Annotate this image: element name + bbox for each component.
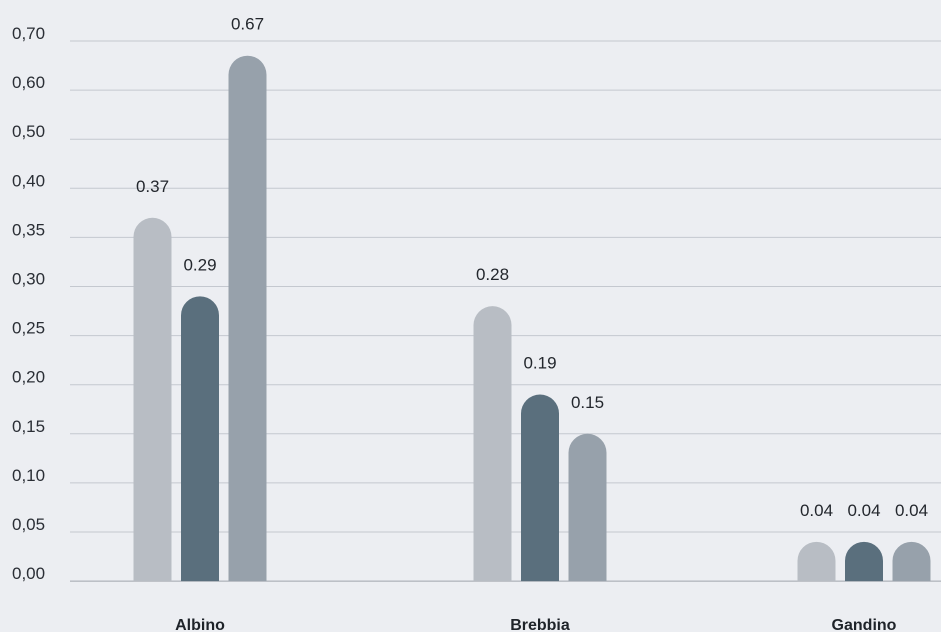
data-label: 0.04 [895, 501, 928, 520]
bar-brebbia-2 [521, 394, 559, 582]
y-tick-label: 0,35 [12, 220, 45, 239]
y-tick-label: 0,00 [12, 564, 45, 583]
y-tick-label: 0,15 [12, 417, 45, 436]
bar-albino-1 [133, 217, 172, 582]
data-label: 0.19 [523, 354, 556, 373]
data-label: 0.37 [136, 177, 169, 196]
bar-albino-3 [228, 55, 267, 582]
bar-gandino-1 [797, 541, 836, 582]
bar-albino-2 [181, 296, 219, 582]
y-tick-label: 0,10 [12, 466, 45, 485]
category-label-gandino: Gandino [832, 617, 897, 632]
data-labels: 0.37 0.29 0.67 0.28 0.19 0.15 0.04 0.04 0.04 [136, 15, 928, 520]
y-tick-label: 0,30 [12, 270, 45, 289]
bar-brebbia-1 [473, 306, 512, 582]
y-tick-label: 0,25 [12, 319, 45, 338]
y-tick-label: 0,40 [12, 171, 45, 190]
bar-brebbia-3 [568, 433, 607, 582]
y-tick-label: 0,50 [12, 122, 45, 141]
y-tick-label: 0,70 [12, 24, 45, 43]
bars [133, 55, 931, 582]
data-label: 0.04 [800, 501, 833, 520]
data-label: 0.04 [847, 501, 880, 520]
data-label: 0.29 [183, 255, 216, 274]
data-label: 0.67 [231, 15, 264, 34]
y-tick-label: 0,05 [12, 515, 45, 534]
bar-gandino-2 [845, 541, 883, 582]
category-label-albino: Albino [175, 617, 225, 632]
data-label: 0.15 [571, 393, 604, 412]
y-tick-label: 0,60 [12, 73, 45, 92]
y-tick-label: 0,20 [12, 368, 45, 387]
x-axis-categories: Albino Brebbia Gandino [175, 617, 897, 632]
category-label-brebbia: Brebbia [510, 617, 570, 632]
bar-gandino-3 [892, 541, 931, 582]
data-label: 0.28 [476, 265, 509, 284]
y-axis-ticks: 0,00 0,05 0,10 0,15 0,20 0,25 0,30 0,35 0,40 0,50… [12, 24, 45, 583]
